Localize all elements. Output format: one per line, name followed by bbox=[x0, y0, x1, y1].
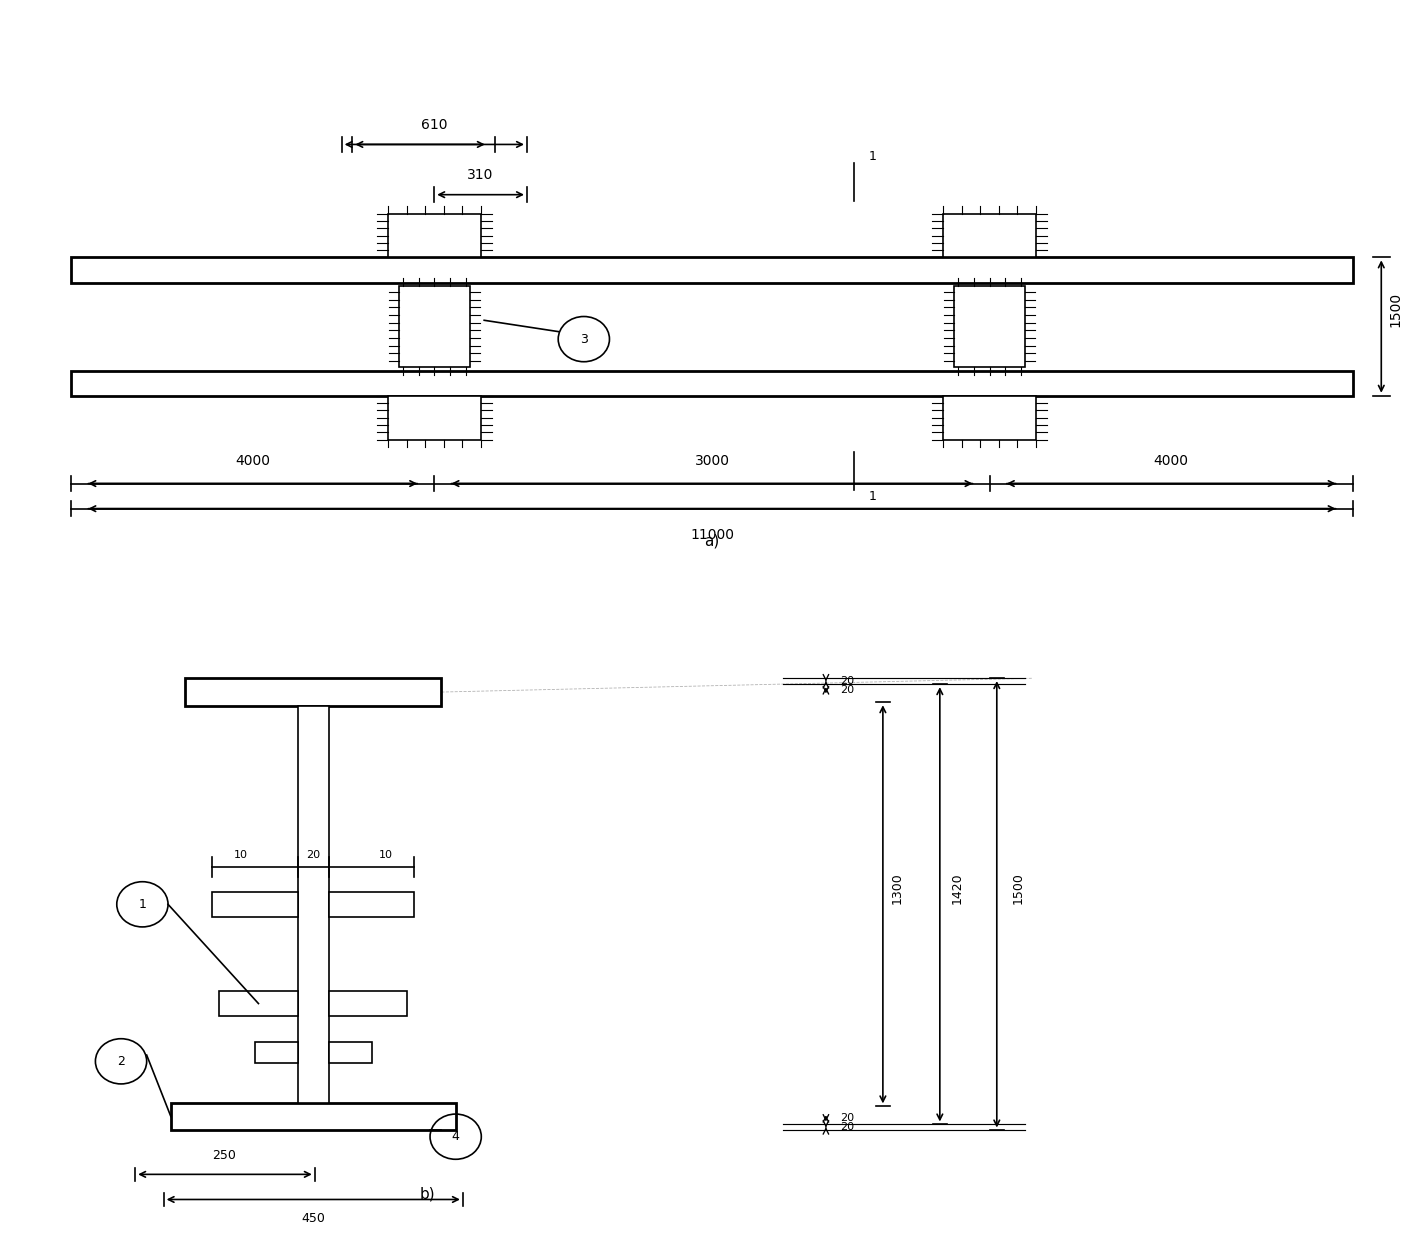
Bar bbox=[943, 396, 1037, 440]
Text: 10: 10 bbox=[379, 850, 393, 860]
Text: 1: 1 bbox=[138, 898, 147, 911]
Text: 250: 250 bbox=[212, 1149, 236, 1162]
Text: 20: 20 bbox=[840, 1123, 854, 1133]
Text: 20: 20 bbox=[840, 1113, 854, 1123]
Text: 1500: 1500 bbox=[1011, 873, 1025, 904]
Bar bbox=[298, 706, 329, 1103]
Bar bbox=[329, 892, 414, 917]
Text: 1300: 1300 bbox=[890, 873, 904, 904]
Text: 1500: 1500 bbox=[1388, 291, 1403, 327]
Text: 2: 2 bbox=[117, 1055, 125, 1068]
Text: 1: 1 bbox=[869, 151, 877, 163]
Text: 3000: 3000 bbox=[695, 455, 729, 468]
Bar bbox=[387, 214, 480, 257]
Bar bbox=[954, 285, 1025, 367]
Text: 1: 1 bbox=[869, 490, 877, 502]
Text: b): b) bbox=[420, 1187, 434, 1202]
Bar bbox=[329, 991, 407, 1016]
Text: 20: 20 bbox=[840, 676, 854, 686]
Bar bbox=[171, 1103, 456, 1130]
Text: 450: 450 bbox=[302, 1212, 325, 1225]
Bar bbox=[943, 214, 1037, 257]
Bar bbox=[399, 285, 470, 367]
Bar bbox=[185, 678, 441, 706]
Bar bbox=[71, 371, 1353, 396]
Text: 1420: 1420 bbox=[950, 873, 964, 904]
Text: 610: 610 bbox=[422, 118, 447, 132]
Bar bbox=[329, 1042, 372, 1063]
Bar bbox=[219, 991, 298, 1016]
Text: 20: 20 bbox=[306, 850, 320, 860]
Bar bbox=[212, 892, 298, 917]
Text: a): a) bbox=[705, 534, 719, 549]
Text: 20: 20 bbox=[840, 686, 854, 696]
Text: 4000: 4000 bbox=[235, 455, 271, 468]
Text: 310: 310 bbox=[467, 168, 494, 182]
Text: 11000: 11000 bbox=[691, 528, 733, 541]
Text: 4: 4 bbox=[451, 1130, 460, 1143]
Bar bbox=[71, 257, 1353, 283]
Text: 10: 10 bbox=[234, 850, 248, 860]
Bar bbox=[255, 1042, 298, 1063]
Text: 3: 3 bbox=[580, 333, 588, 345]
Bar bbox=[387, 396, 480, 440]
Text: 4000: 4000 bbox=[1153, 455, 1189, 468]
